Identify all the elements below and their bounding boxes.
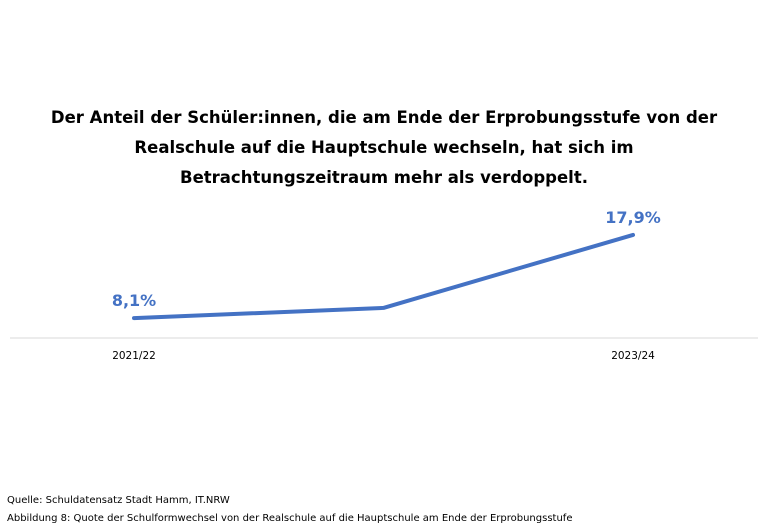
data-label: 17,9% [605, 208, 661, 227]
chart-caption: Abbildung 8: Quote der Schulformwechsel … [7, 513, 573, 524]
data-label: 8,1% [112, 291, 156, 310]
series-line [132, 232, 635, 321]
chart-title: Der Anteil der Schüler:innen, die am End… [50, 108, 718, 187]
data-label-layer: 8,1% 17,9% [112, 208, 661, 310]
x-axis-ticks: 2021/22 2023/24 [112, 350, 655, 362]
x-tick-label: 2021/22 [112, 350, 156, 362]
chart-source: Quelle: Schuldatensatz Stadt Hamm, IT.NR… [7, 495, 230, 506]
series-layer [132, 232, 635, 321]
x-tick-label: 2023/24 [611, 350, 655, 362]
